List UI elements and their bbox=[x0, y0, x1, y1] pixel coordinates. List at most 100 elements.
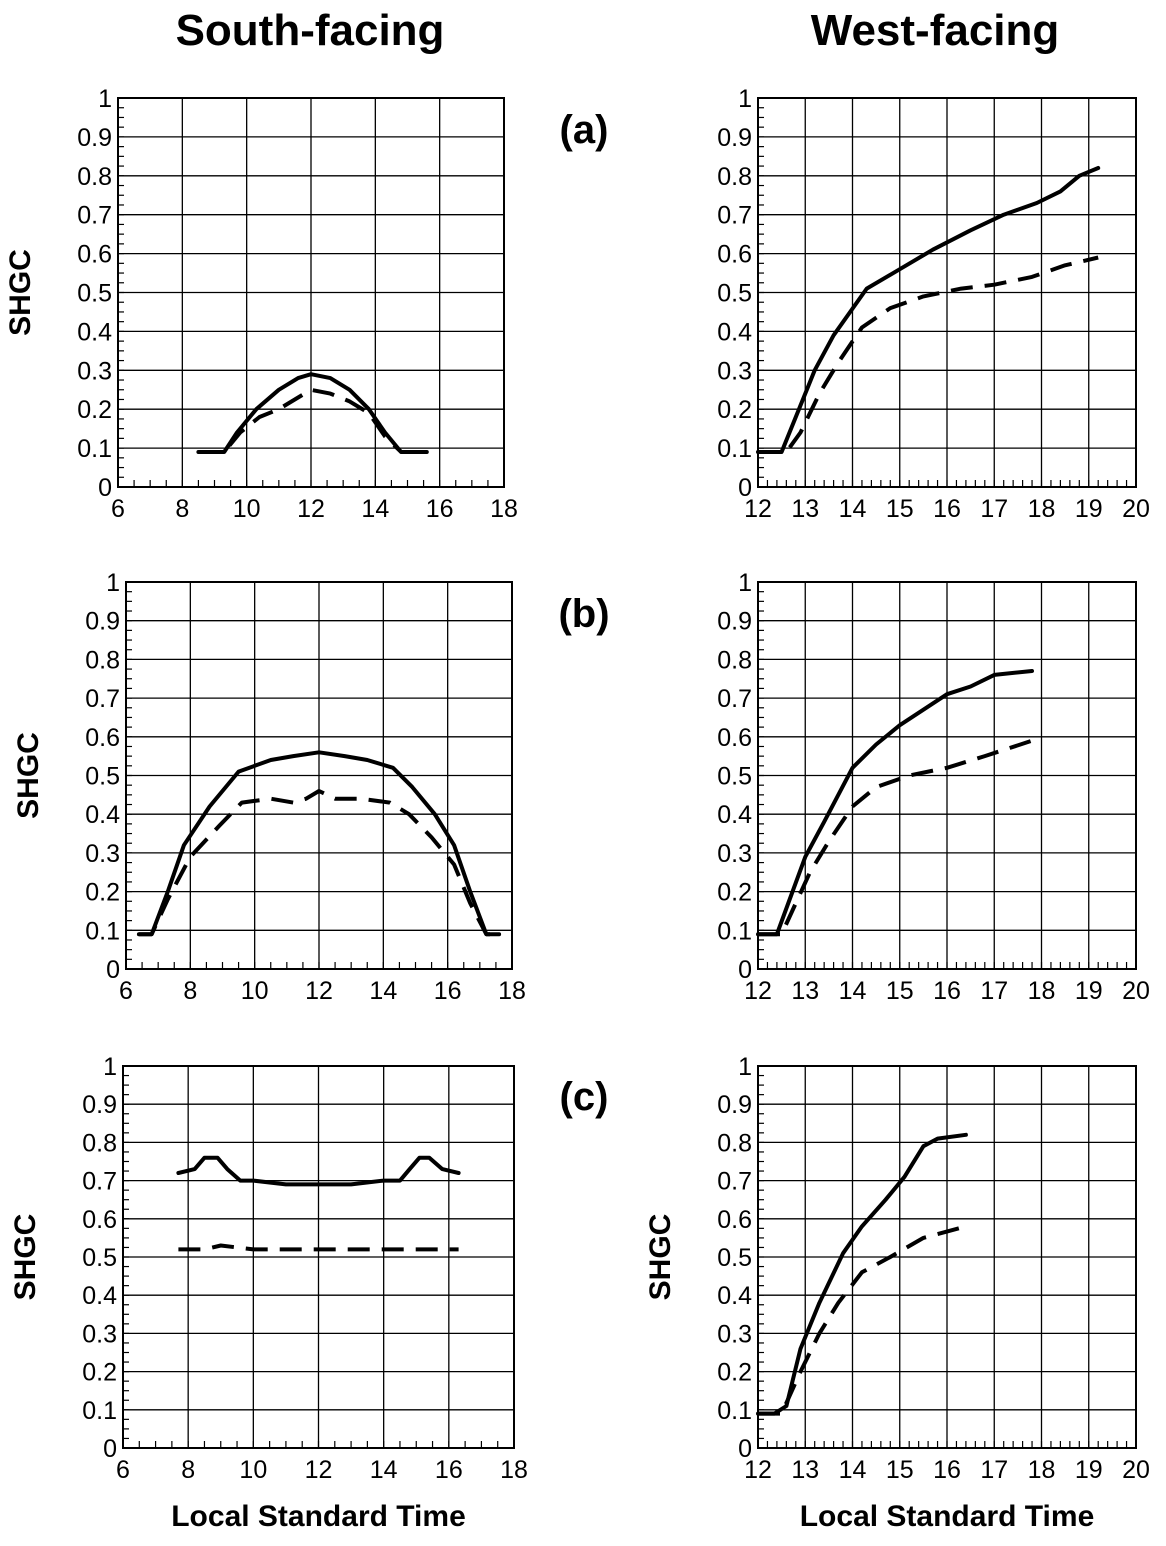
series-dashed-line bbox=[178, 1243, 459, 1252]
y-tick-label: 0.4 bbox=[85, 801, 120, 829]
x-tick-label: 18 bbox=[500, 1456, 528, 1484]
y-tick-label: 0 bbox=[738, 474, 752, 502]
x-tick-label: 10 bbox=[233, 495, 261, 523]
y-tick-label: 0.4 bbox=[717, 801, 752, 829]
x-axis-title: Local Standard Time bbox=[800, 1500, 1095, 1533]
y-tick-label: 0.3 bbox=[717, 1320, 752, 1348]
chart-west-b: 12 13 14 15 16 17 18 19 20 0 0.1 0.2 0.3 0.4 0.5 0.6 0.7… bbox=[717, 569, 1150, 1005]
x-tick-label: 12 bbox=[744, 1456, 772, 1484]
y-tick-label: 0.2 bbox=[717, 1359, 752, 1387]
x-tick-label: 15 bbox=[886, 1456, 914, 1484]
x-tick-label: 13 bbox=[791, 1456, 819, 1484]
x-tick-label: 10 bbox=[241, 977, 269, 1005]
plot-frame bbox=[757, 1065, 1137, 1449]
series-dashed-line bbox=[758, 1224, 967, 1416]
series-solid-line bbox=[756, 1132, 968, 1416]
x-tick-label: 19 bbox=[1075, 977, 1103, 1005]
x-tick-label: 16 bbox=[435, 1456, 463, 1484]
y-tick-label: 0.9 bbox=[717, 124, 752, 152]
y-tick-label: 0.7 bbox=[77, 202, 112, 230]
y-tick-label: 0.7 bbox=[717, 202, 752, 230]
series-solid-line bbox=[136, 750, 502, 937]
y-axis-title: SHGC bbox=[12, 732, 45, 819]
x-tick-label: 16 bbox=[933, 977, 961, 1005]
x-tick-label: 14 bbox=[839, 495, 867, 523]
x-tick-label: 17 bbox=[980, 977, 1008, 1005]
chart-west-c: 12 13 14 15 16 17 18 19 20 0 0.1 0.2 0.3 0.4 0.5 0.6 0.7… bbox=[644, 1053, 1150, 1533]
y-tick-label: 0 bbox=[738, 1435, 752, 1463]
y-tick-label: 0.6 bbox=[717, 1206, 752, 1234]
y-tick-label: 0 bbox=[738, 956, 752, 984]
x-tick-label: 18 bbox=[1028, 495, 1056, 523]
series-solid-line bbox=[756, 166, 1101, 454]
y-tick-label: 0.5 bbox=[77, 280, 112, 308]
y-tick-label: 1 bbox=[738, 1053, 752, 1081]
y-tick-label: 0.6 bbox=[85, 724, 120, 752]
y-tick-label: 0.4 bbox=[77, 318, 112, 346]
chart-south-a: 6 8 10 12 14 16 18 0 0.1 0.2 0.3 0.4 0.5 0.6 0.7 0.8 0.9… bbox=[4, 85, 518, 523]
x-tick-label: 12 bbox=[305, 1456, 333, 1484]
y-tick-label: 0.4 bbox=[717, 1282, 752, 1310]
y-tick-label: 1 bbox=[738, 85, 752, 113]
x-tick-label: 15 bbox=[886, 495, 914, 523]
y-tick-label: 0.5 bbox=[717, 280, 752, 308]
x-tick-label: 14 bbox=[839, 977, 867, 1005]
y-tick-label: 1 bbox=[103, 1053, 117, 1081]
x-tick-label: 16 bbox=[426, 495, 454, 523]
y-tick-label: 0.3 bbox=[717, 357, 752, 385]
row-label-a: (a) bbox=[559, 108, 609, 152]
column-title-west: West-facing bbox=[810, 6, 1060, 55]
x-tick-label: 13 bbox=[791, 977, 819, 1005]
plot-frame bbox=[122, 1065, 515, 1449]
plot-frame bbox=[757, 581, 1137, 970]
y-tick-label: 0.8 bbox=[77, 163, 112, 191]
x-tick-label: 16 bbox=[933, 495, 961, 523]
x-tick-label: 20 bbox=[1122, 495, 1150, 523]
y-tick-label: 0.8 bbox=[82, 1129, 117, 1157]
x-tick-label: 20 bbox=[1122, 1456, 1150, 1484]
x-tick-label: 17 bbox=[980, 1456, 1008, 1484]
y-tick-label: 0.1 bbox=[717, 1397, 752, 1425]
x-tick-label: 14 bbox=[369, 977, 397, 1005]
x-tick-label: 13 bbox=[791, 495, 819, 523]
y-tick-label: 0.9 bbox=[82, 1091, 117, 1119]
x-tick-label: 16 bbox=[933, 1456, 961, 1484]
series-dashed-line bbox=[138, 789, 500, 937]
x-tick-label: 18 bbox=[498, 977, 526, 1005]
x-tick-label: 20 bbox=[1122, 977, 1150, 1005]
y-tick-label: 0.5 bbox=[85, 763, 120, 791]
x-tick-label: 18 bbox=[1028, 977, 1056, 1005]
x-tick-label: 19 bbox=[1075, 495, 1103, 523]
y-tick-label: 0.3 bbox=[82, 1320, 117, 1348]
x-tick-label: 12 bbox=[297, 495, 325, 523]
y-tick-label: 0.2 bbox=[717, 396, 752, 424]
y-tick-label: 0.7 bbox=[717, 685, 752, 713]
y-tick-label: 0.5 bbox=[717, 1244, 752, 1272]
y-tick-label: 1 bbox=[738, 569, 752, 597]
y-axis-title: SHGC bbox=[644, 1214, 677, 1301]
y-tick-label: 0.1 bbox=[77, 435, 112, 463]
row-label-b: (b) bbox=[558, 592, 610, 636]
chart-south-c: 6 8 10 12 14 16 18 0 0.1 0.2 0.3 0.4 0.5 0.6 0.7 0.8 0.9… bbox=[9, 1053, 528, 1533]
x-tick-label: 12 bbox=[744, 495, 772, 523]
x-tick-label: 17 bbox=[980, 495, 1008, 523]
series-solid-line bbox=[196, 372, 429, 454]
y-tick-label: 0.6 bbox=[82, 1206, 117, 1234]
chart-south-b: 6 8 10 12 14 16 18 0 0.1 0.2 0.3 0.4 0.5 0.6 0.7 0.8 0.9… bbox=[12, 569, 526, 1005]
y-tick-label: 0 bbox=[98, 474, 112, 502]
series-solid-line bbox=[176, 1155, 461, 1187]
y-tick-label: 0.1 bbox=[717, 435, 752, 463]
x-tick-label: 6 bbox=[119, 977, 133, 1005]
y-tick-label: 0.3 bbox=[717, 840, 752, 868]
x-tick-label: 6 bbox=[116, 1456, 130, 1484]
x-tick-label: 14 bbox=[839, 1456, 867, 1484]
y-tick-label: 0 bbox=[103, 1435, 117, 1463]
x-tick-label: 10 bbox=[239, 1456, 267, 1484]
y-tick-label: 0.8 bbox=[717, 163, 752, 191]
y-tick-label: 1 bbox=[98, 85, 112, 113]
x-axis-title: Local Standard Time bbox=[171, 1500, 466, 1533]
y-tick-label: 0.9 bbox=[717, 1091, 752, 1119]
x-tick-label: 16 bbox=[434, 977, 462, 1005]
y-tick-label: 0.8 bbox=[85, 646, 120, 674]
